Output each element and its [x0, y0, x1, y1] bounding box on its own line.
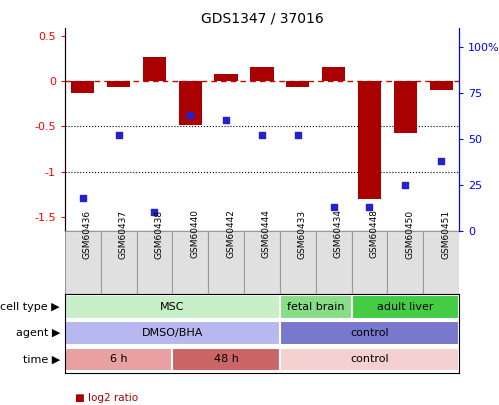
Point: [258, 132, 266, 139]
Text: GSM60437: GSM60437: [119, 209, 128, 258]
Point: [294, 132, 302, 139]
Bar: [430, 81, 453, 90]
Bar: [352, 295, 459, 319]
Text: GSM60434: GSM60434: [334, 209, 343, 258]
Text: DMSO/BHA: DMSO/BHA: [142, 328, 203, 338]
Bar: [352, 231, 387, 294]
Text: GSM60442: GSM60442: [226, 209, 235, 258]
Point: [115, 132, 123, 139]
Bar: [179, 81, 202, 125]
Text: GSM60433: GSM60433: [298, 209, 307, 258]
Text: fetal brain: fetal brain: [287, 302, 344, 312]
Point: [222, 117, 230, 124]
Point: [365, 204, 373, 210]
Text: time ▶: time ▶: [22, 354, 60, 364]
Point: [330, 204, 338, 210]
Bar: [71, 81, 94, 93]
Text: GSM60436: GSM60436: [83, 209, 92, 258]
Text: MSC: MSC: [160, 302, 185, 312]
Text: cell type ▶: cell type ▶: [0, 302, 60, 312]
Text: control: control: [350, 328, 389, 338]
Bar: [280, 321, 459, 345]
Bar: [280, 231, 316, 294]
Bar: [244, 231, 280, 294]
Bar: [101, 231, 137, 294]
Bar: [143, 57, 166, 81]
Text: adult liver: adult liver: [377, 302, 434, 312]
Text: agent ▶: agent ▶: [15, 328, 60, 338]
Bar: [280, 295, 352, 319]
Text: 48 h: 48 h: [214, 354, 239, 364]
Bar: [65, 321, 280, 345]
Text: ■ log2 ratio: ■ log2 ratio: [75, 393, 138, 403]
Bar: [322, 67, 345, 81]
Bar: [215, 74, 238, 81]
Bar: [65, 231, 101, 294]
Bar: [423, 231, 459, 294]
Text: GSM60451: GSM60451: [441, 209, 450, 258]
Bar: [65, 347, 172, 371]
Bar: [358, 81, 381, 199]
Point: [151, 209, 159, 216]
Text: GSM60450: GSM60450: [405, 209, 414, 258]
Bar: [394, 81, 417, 133]
Text: GSM60440: GSM60440: [190, 209, 199, 258]
Bar: [172, 347, 280, 371]
Bar: [280, 347, 459, 371]
Point: [437, 158, 445, 164]
Text: control: control: [350, 354, 389, 364]
Point: [401, 181, 409, 188]
Point: [186, 112, 194, 118]
Title: GDS1347 / 37016: GDS1347 / 37016: [201, 12, 323, 26]
Bar: [250, 67, 273, 81]
Text: GSM60438: GSM60438: [155, 209, 164, 258]
Point: [79, 194, 87, 201]
Bar: [387, 231, 423, 294]
Text: 6 h: 6 h: [110, 354, 127, 364]
Text: GSM60444: GSM60444: [262, 209, 271, 258]
Bar: [137, 231, 172, 294]
Bar: [286, 81, 309, 87]
Bar: [172, 231, 208, 294]
Bar: [316, 231, 352, 294]
Bar: [107, 81, 130, 87]
Text: GSM60448: GSM60448: [369, 209, 378, 258]
Bar: [208, 231, 244, 294]
Bar: [65, 295, 280, 319]
